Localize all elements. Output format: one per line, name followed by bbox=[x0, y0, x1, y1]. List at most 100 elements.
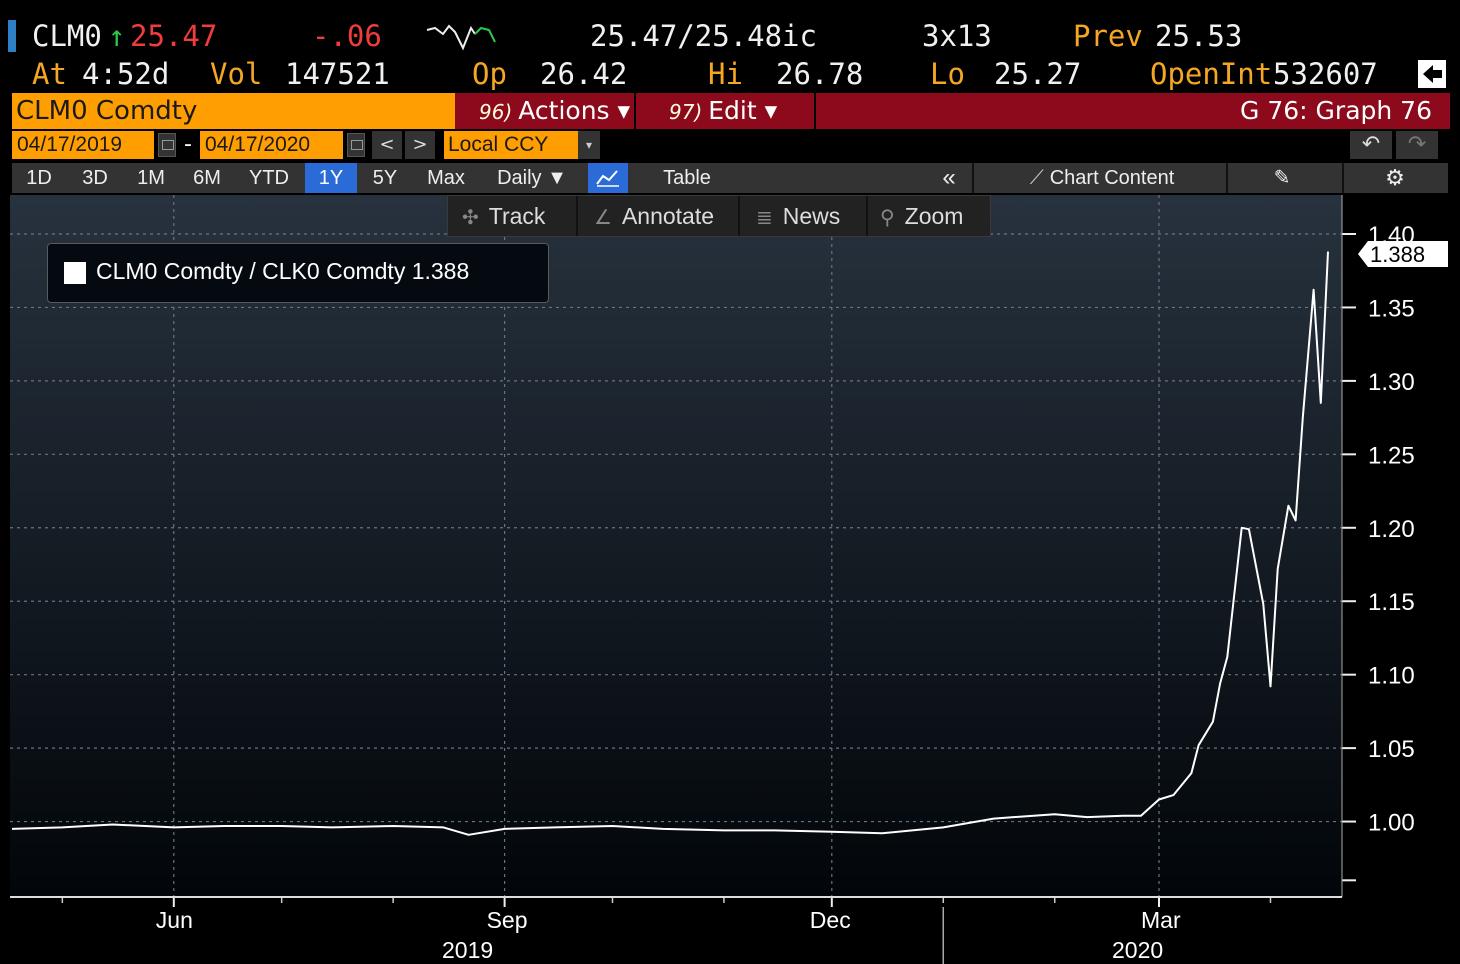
security-indicator bbox=[8, 20, 16, 52]
period-max[interactable]: Max bbox=[427, 167, 465, 189]
annotate-button[interactable]: ∠ Annotate bbox=[594, 196, 714, 236]
news-label: News bbox=[782, 203, 841, 229]
back-icon[interactable] bbox=[1418, 60, 1446, 88]
actions-menu[interactable]: 96) Actions ▾ bbox=[467, 93, 637, 129]
zoom-label: Zoom bbox=[904, 203, 964, 229]
pencil-icon[interactable]: ✎ bbox=[1273, 167, 1291, 189]
calendar-icon[interactable] bbox=[347, 133, 365, 157]
x-tick-label: Mar bbox=[1141, 907, 1181, 933]
chart-tools-bar: ✣ Track ∠ Annotate ≣ News ⚲ Zoom bbox=[447, 195, 991, 237]
up-arrow-icon: ↑ bbox=[108, 19, 126, 53]
low-value: 25.27 bbox=[994, 57, 1082, 91]
table-button[interactable]: Table bbox=[663, 167, 711, 189]
y-tick-label: 1.35 bbox=[1368, 295, 1415, 322]
calendar-icon[interactable] bbox=[158, 133, 176, 157]
high-value: 26.78 bbox=[776, 57, 864, 91]
track-button[interactable]: ✣ Track bbox=[462, 196, 545, 236]
low-label: Lo bbox=[930, 57, 965, 91]
y-tick-label: 1.05 bbox=[1368, 736, 1415, 763]
y-tick-label: 1.15 bbox=[1368, 589, 1415, 616]
edit-label: Edit ▾ bbox=[708, 96, 778, 125]
currency-select[interactable]: Local CCY bbox=[444, 131, 578, 159]
undo-icon[interactable]: ↶ bbox=[1350, 131, 1392, 159]
x-tick-label: Dec bbox=[810, 907, 851, 933]
year-label: 2020 bbox=[1112, 937, 1163, 963]
legend-swatch bbox=[64, 262, 86, 284]
prev-label: Prev bbox=[1073, 19, 1143, 53]
menu-divider bbox=[634, 93, 636, 129]
series-line bbox=[11, 251, 1329, 836]
at-value: 4:52d bbox=[82, 57, 170, 91]
last-price: 25.47 bbox=[130, 19, 218, 53]
end-date-input[interactable]: 04/17/2020 bbox=[200, 131, 343, 159]
start-date-input[interactable]: 04/17/2019 bbox=[12, 131, 154, 159]
open-interest-value: 532607 bbox=[1273, 57, 1378, 91]
period-5y[interactable]: 5Y bbox=[372, 167, 398, 189]
dropdown-arrow-icon[interactable]: ▾ bbox=[578, 131, 600, 159]
toolbar-divider bbox=[1342, 163, 1344, 193]
security-name[interactable]: CLM0 Comdty bbox=[12, 93, 455, 129]
chart-svg: 1.001.051.101.151.201.251.301.351.40 Jun… bbox=[10, 195, 1415, 964]
plot-background bbox=[10, 195, 1342, 897]
y-tick-label: 1.10 bbox=[1368, 663, 1415, 690]
toolbar-divider bbox=[1226, 163, 1228, 193]
ticker-symbol[interactable]: CLM0 bbox=[32, 19, 102, 53]
y-tick-label: 1.20 bbox=[1368, 516, 1415, 543]
magnifier-icon: ⚲ bbox=[880, 207, 895, 229]
open-label: Op bbox=[472, 57, 507, 91]
last-value-tag: 1.388 bbox=[1358, 241, 1448, 267]
y-tick-label: 1.00 bbox=[1368, 810, 1415, 837]
toolbar-divider bbox=[972, 163, 974, 193]
edit-menu[interactable]: 97) Edit ▾ bbox=[657, 93, 817, 129]
news-button[interactable]: ≣ News bbox=[756, 196, 840, 236]
chart-area[interactable]: 1.00 1.05 1.10 1.15 1.20 1.25 1.30 1.35 1.40 Jun… bbox=[10, 195, 1450, 964]
period-3d[interactable]: 3D bbox=[82, 167, 108, 189]
x-tick-label: Sep bbox=[487, 907, 528, 933]
net-change: -.06 bbox=[312, 19, 382, 53]
gear-icon[interactable]: ⚙ bbox=[1385, 165, 1405, 190]
vol-label: Vol bbox=[210, 57, 263, 91]
period-1d[interactable]: 1D bbox=[26, 167, 52, 189]
chart-content-label: Chart Content bbox=[1049, 167, 1175, 189]
at-label: At bbox=[32, 57, 67, 91]
pencil-icon: ∠ bbox=[594, 207, 612, 229]
collapse-icon[interactable]: « bbox=[942, 164, 956, 191]
period-1m[interactable]: 1M bbox=[137, 167, 165, 189]
frequency-select[interactable]: Daily ▼ bbox=[497, 167, 567, 189]
redo-icon[interactable]: ↷ bbox=[1396, 131, 1438, 159]
chart-legend[interactable]: CLM0 Comdty / CLK0 Comdty 1.388 bbox=[47, 243, 549, 303]
chart-content-button[interactable]: ⟋ Chart Content bbox=[1012, 163, 1192, 193]
date-separator: - bbox=[184, 132, 192, 157]
menu-divider bbox=[814, 93, 816, 129]
news-icon: ≣ bbox=[756, 207, 773, 229]
track-label: Track bbox=[488, 203, 546, 229]
period-6m[interactable]: 6M bbox=[193, 167, 221, 189]
annotate-label: Annotate bbox=[621, 203, 715, 229]
prev-period-button[interactable]: < bbox=[372, 131, 402, 159]
y-tick-label: 1.30 bbox=[1368, 369, 1415, 396]
security-bar: CLM0 Comdty 96) Actions ▾ 97) Edit ▾ G 76:… bbox=[12, 93, 1450, 129]
line-chart-icon[interactable] bbox=[588, 163, 628, 193]
x-tick-label: Jun bbox=[156, 907, 193, 933]
graph-title: G 76: Graph 76 bbox=[1240, 96, 1432, 125]
actions-number: 96) bbox=[479, 100, 513, 124]
prev-value: 25.53 bbox=[1155, 19, 1243, 53]
crosshair-icon: ✣ bbox=[462, 207, 479, 229]
y-tick-label: 1.25 bbox=[1368, 442, 1415, 469]
year-label: 2019 bbox=[442, 937, 493, 963]
bid-ask-size: 3x13 bbox=[922, 19, 992, 53]
high-label: Hi bbox=[708, 57, 743, 91]
tools-divider bbox=[738, 196, 740, 236]
last-value-text: 1.388 bbox=[1370, 242, 1425, 267]
zoom-button[interactable]: ⚲ Zoom bbox=[880, 196, 963, 236]
period-ytd[interactable]: YTD bbox=[249, 167, 289, 189]
legend-label: CLM0 Comdty / CLK0 Comdty 1.388 bbox=[96, 258, 470, 284]
period-1y[interactable]: 1Y bbox=[305, 163, 357, 193]
chart-toolbar: 1D 3D 1M 6M YTD 1Y 5Y Max Daily ▼ Table … bbox=[12, 163, 1448, 193]
sparkline-icon bbox=[426, 24, 496, 51]
tools-divider bbox=[866, 196, 868, 236]
open-interest-label: OpenInt bbox=[1150, 57, 1273, 91]
tools-divider bbox=[576, 196, 578, 236]
next-period-button[interactable]: > bbox=[405, 131, 435, 159]
actions-label: Actions ▾ bbox=[518, 96, 631, 125]
